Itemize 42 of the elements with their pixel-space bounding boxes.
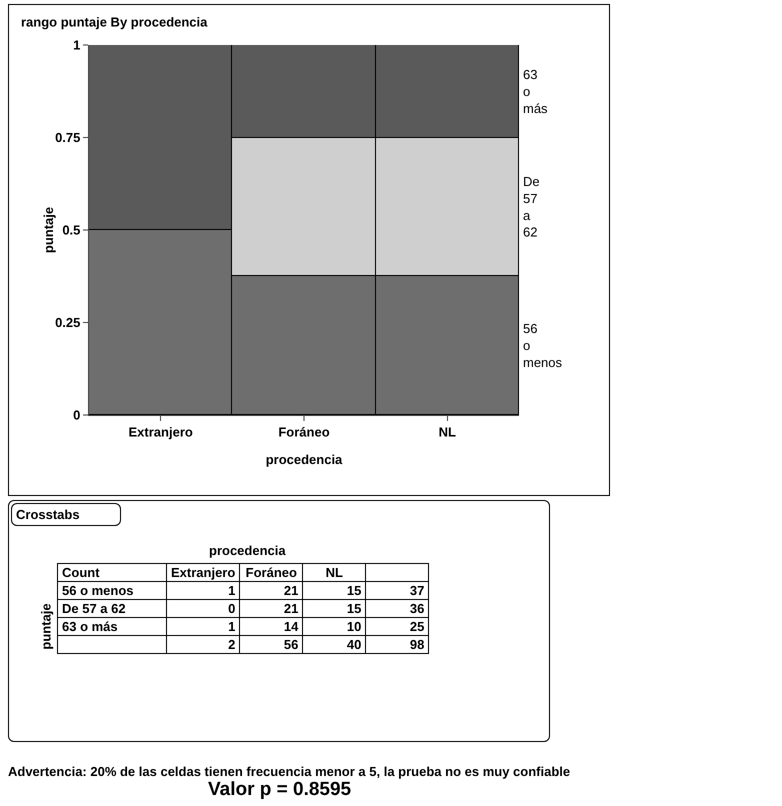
y-tick-label: 1 [73,38,80,53]
chart-title: rango puntaje By procedencia [21,14,208,30]
data-label: 2 [166,636,240,654]
y-axis-title: puntaje [38,603,54,650]
data-label: 98 [366,636,429,654]
y-tick-label: 0.5 [62,222,80,238]
data-label: 15 [302,582,366,600]
series-label: De 57 a 62 [523,174,540,240]
series-label: 56 o menos [523,321,563,370]
text: Count [58,564,166,582]
data-label: 1 [166,582,240,600]
data-label: 37 [366,582,429,600]
x-tick-label: Extranjero [128,424,193,440]
y-tick-label: 0 [73,408,80,423]
y-tick-label: 0.75 [55,130,80,146]
x-axis-title: procedencia [266,452,344,467]
data-label: 14 [240,618,303,636]
y-tick-label: 56 o menos [58,582,166,600]
x-tick-label: Foráneo [278,424,330,440]
x-axis-title: procedencia [209,543,286,558]
y-tick-label: De 57 a 62 [58,600,166,618]
data-label: 21 [240,600,303,618]
data-label: 40 [302,636,366,654]
y-axis-title: puntaje [41,206,56,254]
data-label: 36 [366,600,429,618]
data-label: 1 [166,618,240,636]
text: Advertencia: 20% de las celdas tienen frecuencia menor a 5, la prueba no es muy confiable [8,764,572,779]
y-tick-label: 63 o más [58,618,166,636]
data-label: 56 [240,636,303,654]
x-tick-label: NL [302,564,366,582]
data-label: 15 [302,600,366,618]
data-label: 21 [240,582,303,600]
text: Crosstabs [11,503,121,526]
x-tick-label: Foráneo [240,564,303,582]
data-label: 0 [166,600,240,618]
y-tick-label: 0.25 [55,315,80,330]
data-label: 10 [302,618,366,636]
data-label: 25 [366,618,429,636]
text: Valor p = 0.8595 [207,779,352,801]
x-tick-label: Extranjero [166,564,240,582]
x-tick-label: NL [438,424,456,440]
series-label: 63 o más [523,67,548,116]
